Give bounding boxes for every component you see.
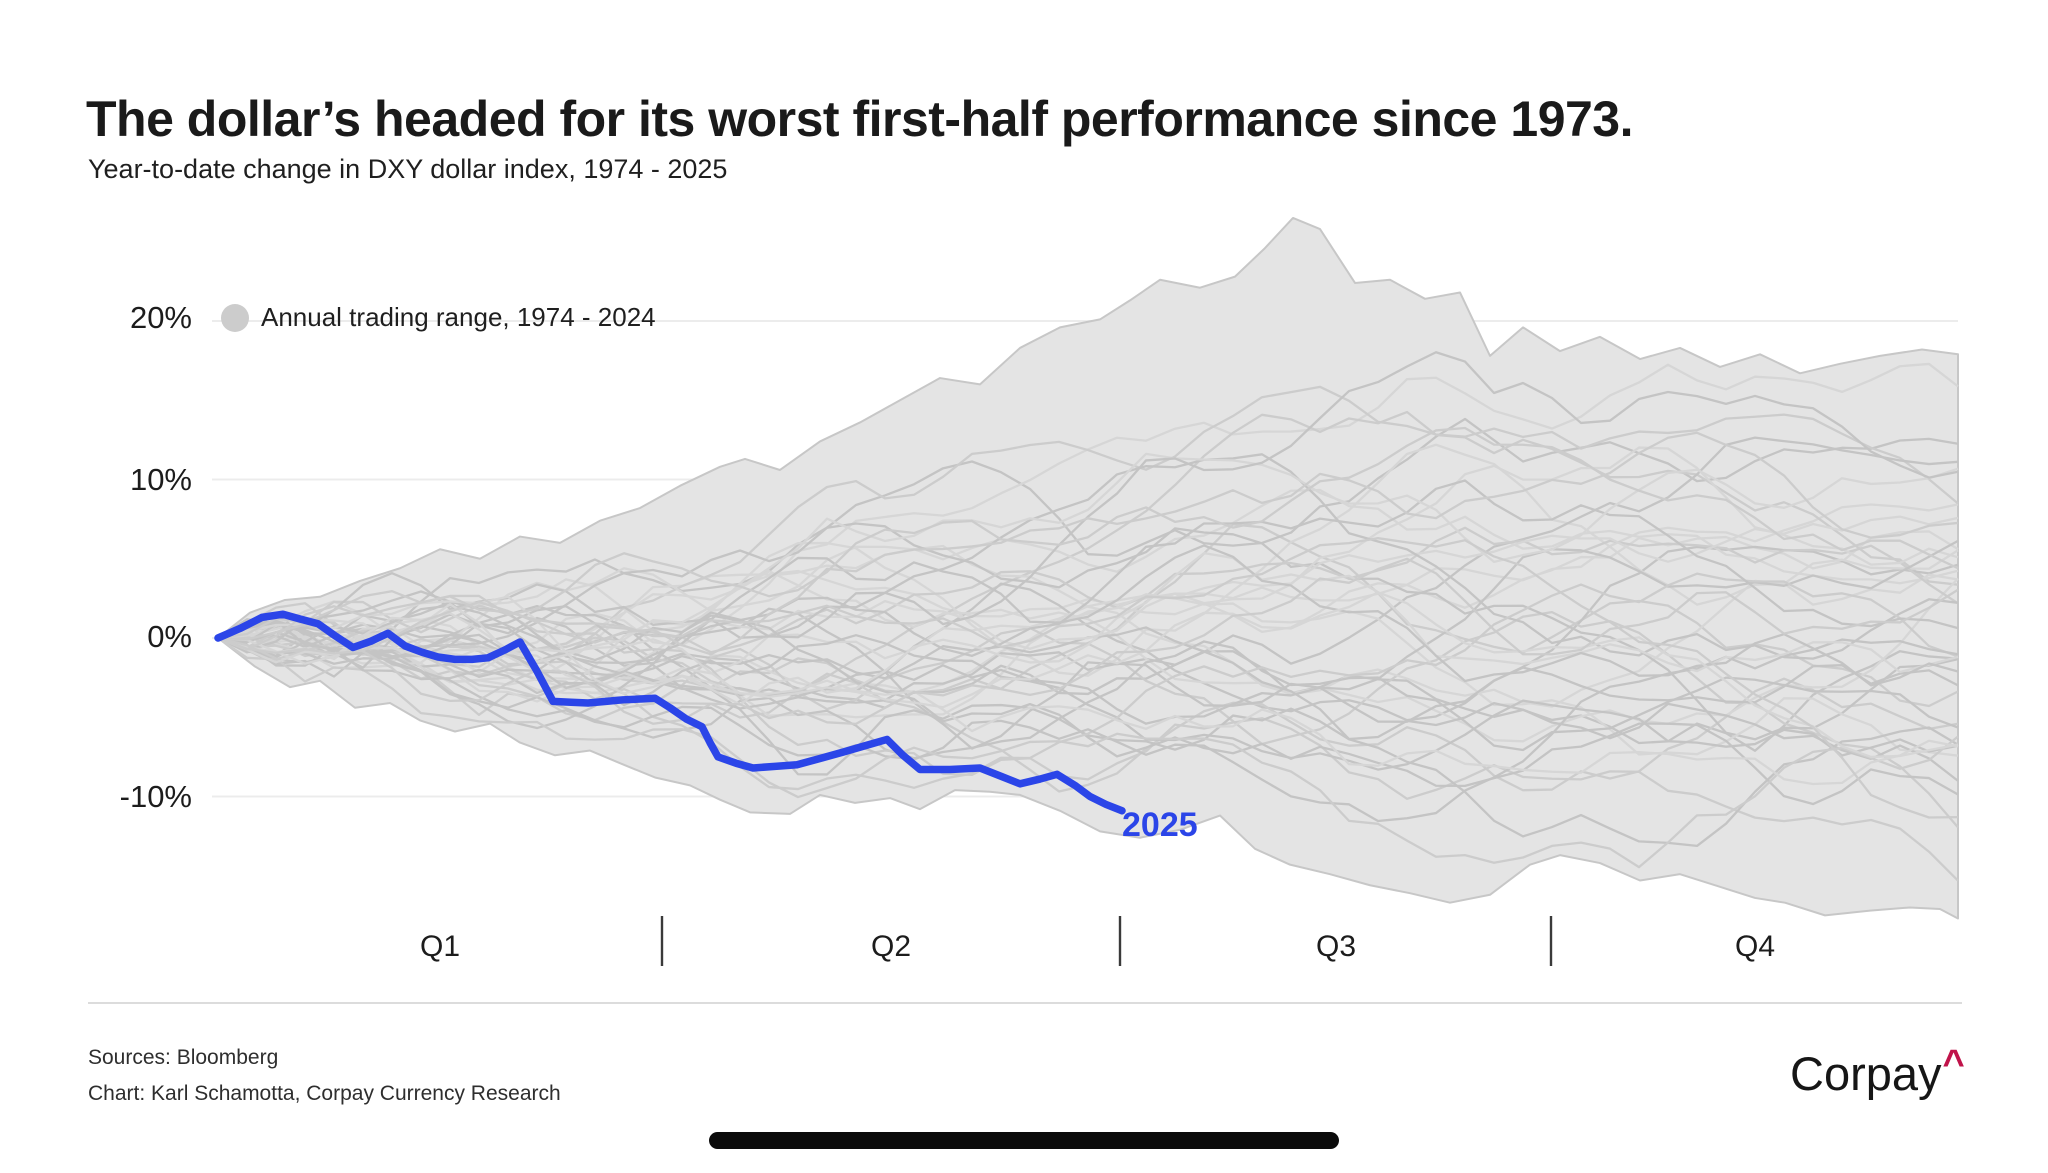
y-axis-label-neg10: -10% xyxy=(119,779,192,814)
corpay-logo-text: Corpay xyxy=(1790,1047,1942,1100)
legend-range-dot-icon xyxy=(221,303,249,332)
credit-text: Chart: Karl Schamotta, Corpay Currency R… xyxy=(88,1082,561,1105)
y-axis-label-20: 20% xyxy=(129,300,192,335)
page-subtitle: Year-to-date change in DXY dollar index,… xyxy=(88,154,728,184)
legend-label: Annual trading range, 1974 - 2024 xyxy=(261,302,656,332)
series-2025-label: 2025 xyxy=(1122,806,1198,844)
home-indicator[interactable] xyxy=(709,1132,1339,1149)
y-axis-label-0: 0% xyxy=(147,619,192,654)
page-title: The dollar’s headed for its worst first-… xyxy=(86,91,1634,147)
y-axis-label-10: 10% xyxy=(129,462,192,497)
x-axis-label-q3: Q3 xyxy=(1315,930,1357,963)
x-axis-label-q2: Q2 xyxy=(870,930,912,963)
corpay-logo: Corpay^ xyxy=(1790,1043,1965,1101)
footer-divider xyxy=(88,1002,1962,1004)
x-axis-label-q4: Q4 xyxy=(1734,930,1776,963)
corpay-caret-icon: ^ xyxy=(1942,1043,1965,1085)
sources-text: Sources: Bloomberg xyxy=(88,1046,279,1069)
legend: Annual trading range, 1974 - 2024 xyxy=(221,302,656,333)
x-axis-label-q1: Q1 xyxy=(419,930,461,963)
